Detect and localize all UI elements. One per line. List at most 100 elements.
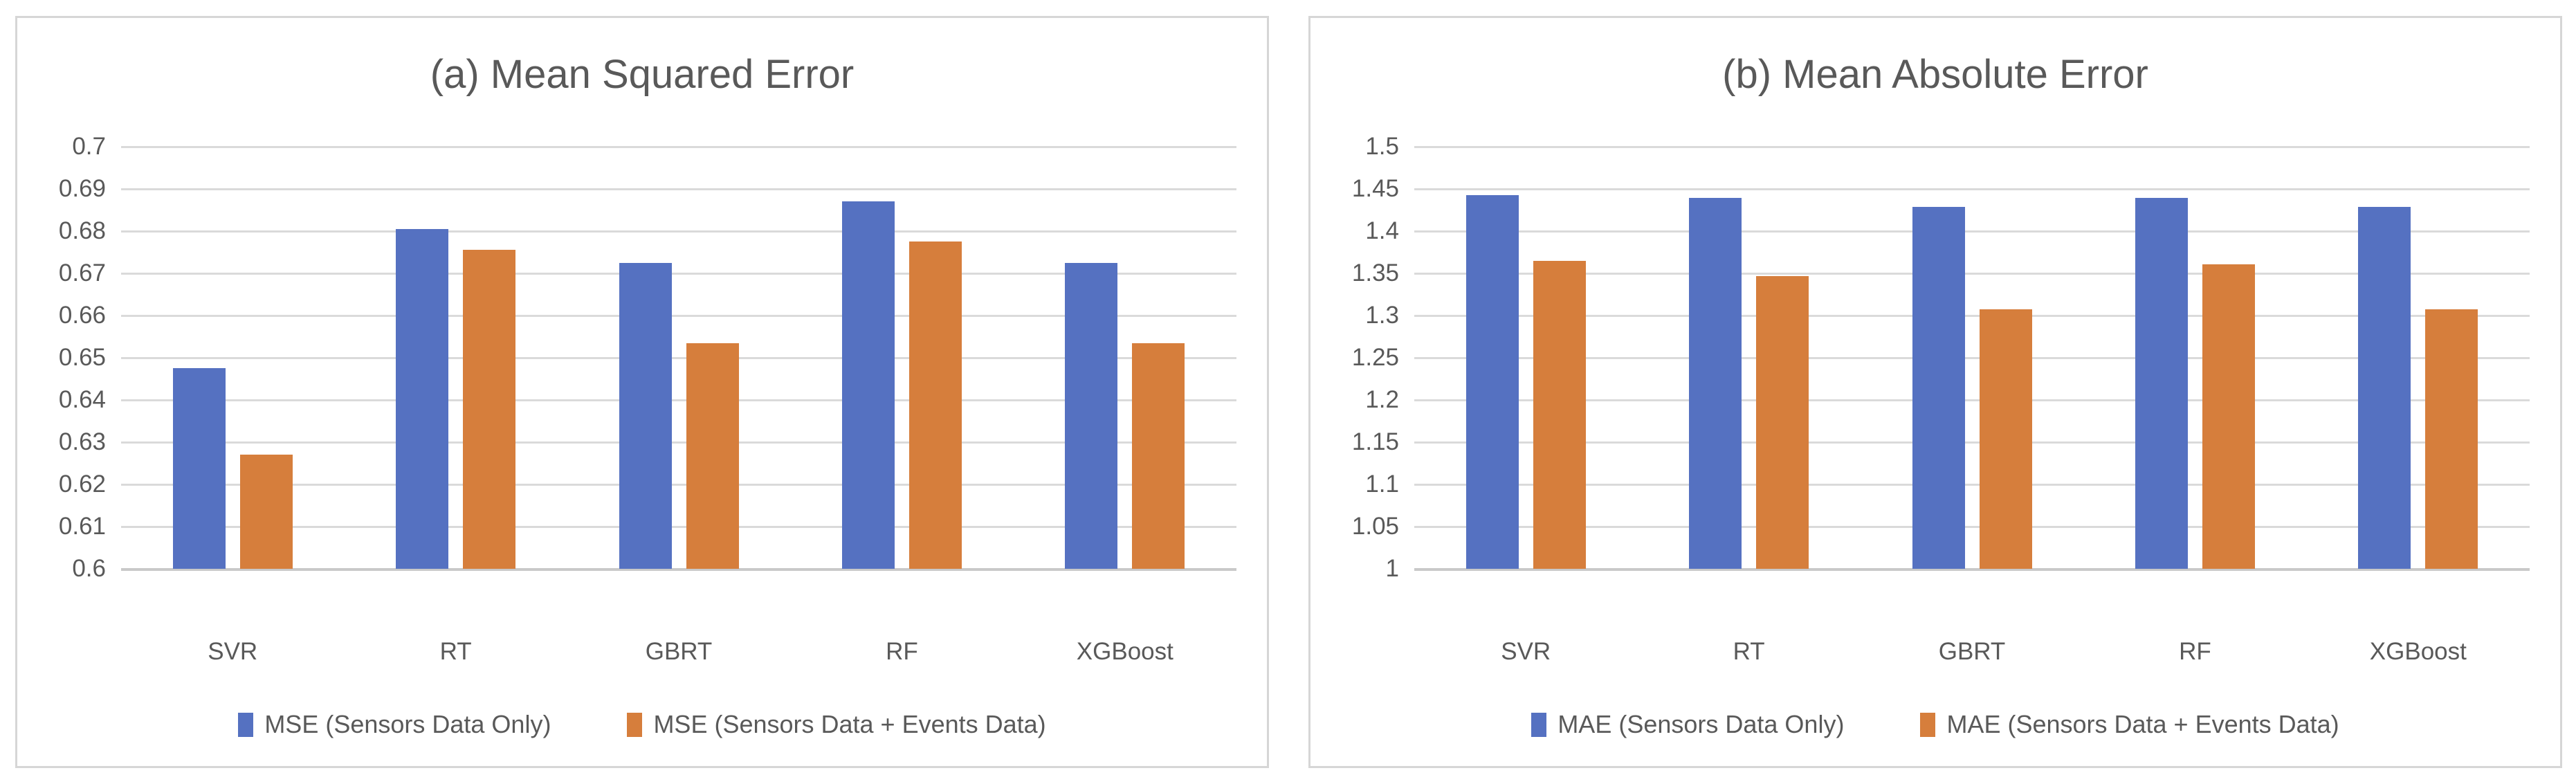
y-tick-label: 1 (1385, 555, 1399, 582)
y-tick-label: 0.7 (72, 133, 106, 160)
gridline (121, 230, 1236, 233)
x-category-label: RT (1733, 638, 1765, 665)
chart-panel-mae: (b) Mean Absolute Error 1.5 1.45 1.4 1.35 1.… (1308, 16, 2562, 768)
bar (686, 343, 739, 569)
gridline (1414, 567, 2530, 571)
gridline (1414, 188, 2530, 190)
gridline (121, 188, 1236, 190)
bar (908, 241, 962, 569)
bar (1132, 343, 1185, 569)
legend: MAE (Sensors Data Only) MAE (Sensors Data… (1310, 710, 2560, 739)
x-axis: SVR RT GBRT RF XGBoost (121, 635, 1236, 668)
y-tick-label: 1.5 (1365, 133, 1399, 160)
y-tick-label: 1.3 (1365, 302, 1399, 329)
bar (1465, 195, 1519, 569)
legend-swatch (627, 712, 643, 737)
gridline (121, 145, 1236, 148)
bar-group-svr (1414, 147, 1637, 569)
plot-area (121, 145, 1236, 571)
bar (2425, 309, 2478, 569)
y-tick-label: 0.6 (72, 555, 106, 582)
bar (1979, 309, 2032, 569)
legend-item: MAE (Sensors Data + Events Data) (1920, 710, 2339, 739)
y-tick-label: 0.68 (58, 217, 106, 244)
gridline (121, 441, 1236, 444)
legend-label: MSE (Sensors Data + Events Data) (653, 710, 1046, 738)
x-category-label: XGBoost (1076, 638, 1173, 665)
bar-group-rt (344, 147, 567, 569)
y-tick-label: 1.25 (1351, 344, 1399, 371)
chart-title: (a) Mean Squared Error (430, 52, 855, 97)
y-tick-label: 1.35 (1351, 259, 1399, 286)
bar-group-rf (2083, 147, 2306, 569)
x-axis: SVR RT GBRT RF XGBoost (1414, 635, 2530, 668)
bar (1912, 207, 1965, 569)
bar (463, 250, 516, 569)
chart-title: (b) Mean Absolute Error (1722, 52, 2148, 97)
bar-group-rf (790, 147, 1013, 569)
x-category-label: SVR (208, 638, 258, 665)
y-tick-label: 1.45 (1351, 175, 1399, 202)
y-tick-label: 1.4 (1365, 217, 1399, 244)
bar (1689, 197, 1742, 569)
gridline (121, 356, 1236, 359)
y-tick-label: 1.05 (1351, 513, 1399, 540)
bar-series-container (121, 147, 1236, 569)
y-tick-label: 0.61 (58, 513, 106, 540)
legend-item: MAE (Sensors Data Only) (1531, 710, 1844, 739)
y-tick-label: 0.66 (58, 302, 106, 329)
gridline (1414, 525, 2530, 528)
legend-label: MSE (Sensors Data Only) (264, 710, 551, 738)
x-category-label: SVR (1501, 638, 1551, 665)
bar (2135, 197, 2188, 569)
legend-swatch (1920, 712, 1936, 737)
legend: MSE (Sensors Data Only) MSE (Sensors Data… (17, 710, 1267, 739)
y-tick-label: 0.62 (58, 471, 106, 498)
bar-series-container (1414, 147, 2530, 569)
y-tick-label: 1.2 (1365, 386, 1399, 413)
bar-group-gbrt (567, 147, 790, 569)
bar (1756, 275, 1809, 569)
y-tick-label: 0.67 (58, 259, 106, 286)
gridline (121, 272, 1236, 275)
x-category-label: XGBoost (2369, 638, 2467, 665)
x-category-label: GBRT (645, 638, 713, 665)
bar (239, 455, 293, 569)
bar-group-gbrt (1861, 147, 2083, 569)
legend-label: MAE (Sensors Data + Events Data) (1946, 710, 2339, 738)
gridline (121, 314, 1236, 317)
bar (1065, 262, 1118, 569)
y-axis: 1.5 1.45 1.4 1.35 1.3 1.25 1.2 1.15 1.1 1.05 1 (1310, 133, 1399, 582)
y-tick-label: 0.64 (58, 386, 106, 413)
bar (841, 201, 895, 569)
gridline (1414, 314, 2530, 317)
legend-label: MAE (Sensors Data Only) (1558, 710, 1845, 738)
x-category-label: GBRT (1938, 638, 2006, 665)
bar (396, 228, 449, 569)
legend-swatch (238, 712, 254, 737)
y-tick-label: 0.63 (58, 428, 106, 455)
y-tick-label: 1.1 (1365, 471, 1399, 498)
bar-group-rt (1637, 147, 1860, 569)
legend-swatch (1531, 712, 1547, 737)
gridline (1414, 483, 2530, 486)
y-tick-label: 0.69 (58, 175, 106, 202)
y-axis: 0.7 0.69 0.68 0.67 0.66 0.65 0.64 0.63 0.62 0.61 0… (17, 133, 106, 582)
bar (172, 368, 226, 569)
bar (1533, 260, 1586, 569)
gridline (121, 567, 1236, 571)
legend-item: MSE (Sensors Data + Events Data) (627, 710, 1046, 739)
plot-area (1414, 145, 2530, 571)
gridline (121, 399, 1236, 401)
gridline (121, 483, 1236, 486)
gridline (1414, 399, 2530, 401)
bar-group-xgboost (1014, 147, 1236, 569)
gridline (1414, 272, 2530, 275)
gridline (1414, 230, 2530, 233)
x-category-label: RF (886, 638, 918, 665)
y-tick-label: 1.15 (1351, 428, 1399, 455)
legend-item: MSE (Sensors Data Only) (238, 710, 551, 739)
gridline (1414, 145, 2530, 148)
gridline (1414, 356, 2530, 359)
